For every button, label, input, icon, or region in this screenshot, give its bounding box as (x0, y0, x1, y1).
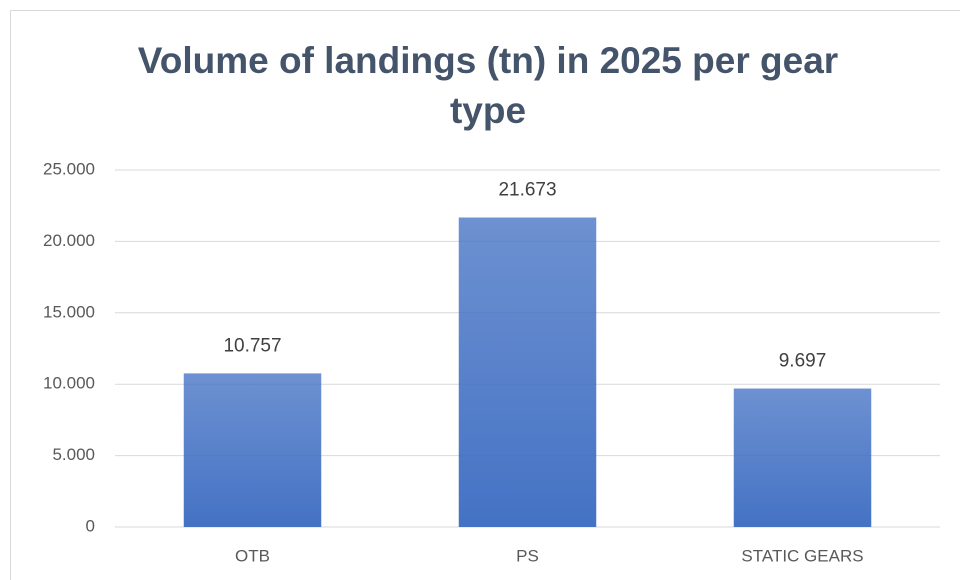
data-label: 9.697 (779, 351, 827, 372)
data-label: 10.757 (223, 335, 281, 356)
bar (733, 388, 872, 527)
y-tick-label: 10.000 (43, 374, 95, 393)
y-tick-label: 0 (86, 516, 95, 535)
chart-title: Volume of landings (tn) in 2025 per gear… (137, 40, 839, 131)
y-tick-label: 5.000 (52, 445, 95, 464)
y-tick-label: 15.000 (43, 302, 95, 321)
y-tick-label: 25.000 (43, 159, 95, 178)
x-tick-label: STATIC GEARS (741, 546, 863, 565)
bar (183, 373, 322, 527)
x-tick-label: PS (516, 546, 539, 565)
chart-frame (10, 10, 960, 580)
bar (458, 217, 597, 527)
data-label: 21.673 (498, 180, 556, 201)
y-tick-label: 20.000 (43, 231, 95, 250)
x-tick-label: OTB (235, 546, 270, 565)
